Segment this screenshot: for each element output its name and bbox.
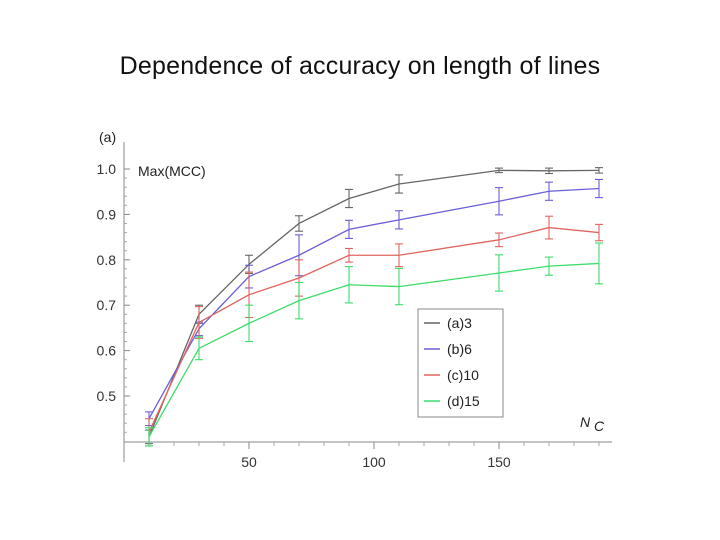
legend-layer: (a)3 (b)6 (c)10 (d)15 xyxy=(417,308,504,418)
legend-entry: (a)3 xyxy=(447,315,472,331)
series-group xyxy=(145,215,603,447)
x-tick-label: 100 xyxy=(362,454,386,470)
panel-label: (a) xyxy=(99,129,116,145)
y-tick-label: 0.9 xyxy=(97,206,117,222)
legend-entry: (c)10 xyxy=(447,367,479,383)
x-axis-label: N xyxy=(580,414,591,430)
x-tick-label: 50 xyxy=(241,454,257,470)
y-tick-label: 1.0 xyxy=(97,161,117,177)
series-group xyxy=(145,167,603,445)
series-group xyxy=(145,178,603,427)
x-tick-label: 150 xyxy=(487,454,511,470)
y-tick-label: 0.5 xyxy=(97,388,117,404)
series-group xyxy=(145,242,603,447)
y-axis-label: Max(MCC) xyxy=(138,163,206,179)
series-line xyxy=(148,187,600,420)
x-axis-label-subscript: C xyxy=(594,418,605,434)
legend-entry: (d)15 xyxy=(447,393,480,409)
legend-box xyxy=(417,308,504,418)
series-layer xyxy=(145,167,603,447)
legend-entry: (b)6 xyxy=(447,341,472,357)
y-tick-label: 0.8 xyxy=(97,252,117,268)
series-line xyxy=(148,169,600,438)
axes-layer: 0.5 0.6 0.7 0.8 0.9 1.0 50 100 150 (a) Max(MCC) N C xyxy=(97,129,612,470)
slide-title: Dependence of accuracy on length of line… xyxy=(119,52,601,80)
series-line xyxy=(148,262,600,438)
y-tick-label: 0.7 xyxy=(97,297,117,313)
series-line xyxy=(148,226,600,433)
y-tick-label: 0.6 xyxy=(97,343,117,359)
